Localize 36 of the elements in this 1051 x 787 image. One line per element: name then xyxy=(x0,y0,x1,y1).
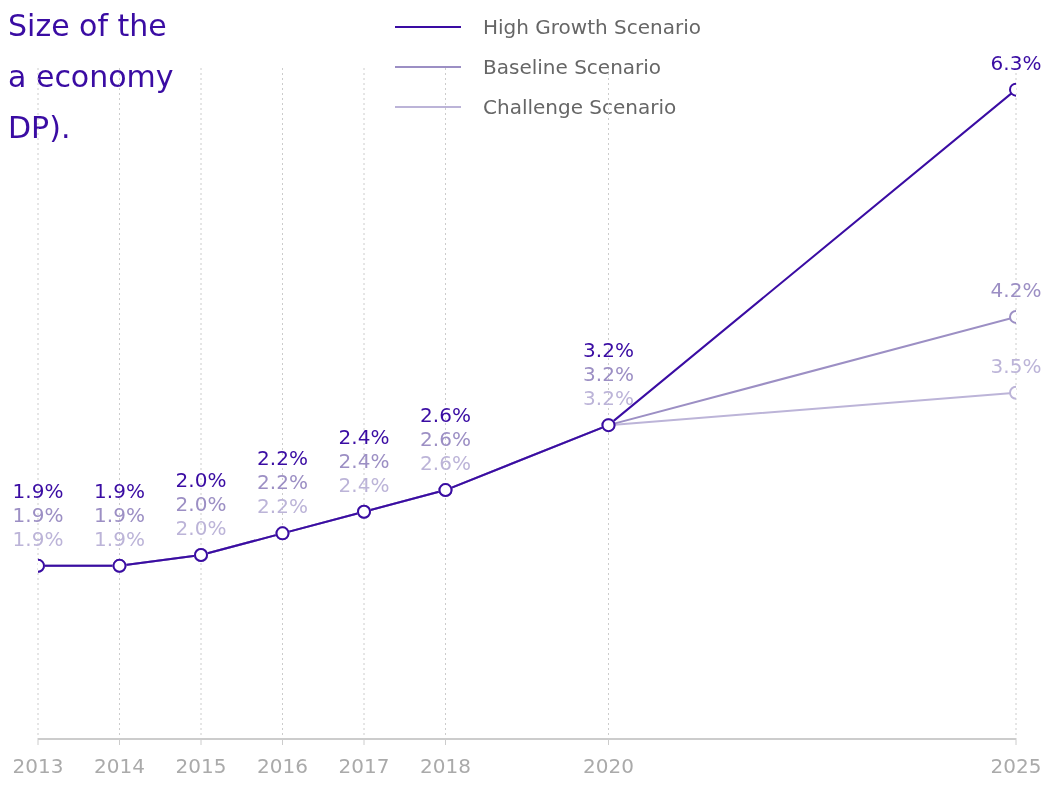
data-label: 1.9% xyxy=(94,502,145,527)
data-label: 3.5% xyxy=(990,353,1042,378)
x-tick-label: 2020 xyxy=(583,754,634,779)
legend-label: High Growth Scenario xyxy=(483,15,702,39)
data-label: 3.2% xyxy=(583,386,634,411)
data-label: 2.0% xyxy=(175,468,227,493)
chart-title: Size of the a economy DP). xyxy=(8,7,174,147)
data-label: 1.9% xyxy=(12,478,64,503)
data-label: 2.0% xyxy=(175,516,227,541)
data-label: 2.2% xyxy=(257,470,308,495)
x-tick-label: 2014 xyxy=(94,754,145,779)
data-label: 2.4% xyxy=(338,448,390,473)
data-label: 4.2% xyxy=(990,277,1042,302)
data-label: 2.6% xyxy=(420,403,471,428)
data-label: 1.9% xyxy=(94,478,145,503)
x-tick-label: 2016 xyxy=(257,754,308,779)
data-label: 3.2% xyxy=(583,338,634,363)
data-label: 3.2% xyxy=(583,362,634,387)
x-tick-label: 2015 xyxy=(175,754,227,779)
legend-label: Challenge Scenario xyxy=(483,95,677,119)
x-tick-label: 2017 xyxy=(338,754,390,779)
data-label: 1.9% xyxy=(12,502,64,527)
data-label: 2.2% xyxy=(257,446,308,471)
data-label: 2.6% xyxy=(420,427,471,452)
data-label: 2.4% xyxy=(338,424,390,449)
data-label: 2.0% xyxy=(175,492,227,517)
data-label: 1.9% xyxy=(94,526,145,551)
data-label: 6.3% xyxy=(990,50,1042,75)
data-label: 2.2% xyxy=(257,494,308,519)
x-tick-label: 2018 xyxy=(420,754,471,779)
data-label: 2.4% xyxy=(338,472,390,497)
legend-label: Baseline Scenario xyxy=(483,55,662,79)
x-tick-label: 2025 xyxy=(990,754,1042,779)
x-tick-label: 2013 xyxy=(12,754,64,779)
data-label: 1.9% xyxy=(12,526,64,551)
data-label: 2.6% xyxy=(420,451,471,476)
